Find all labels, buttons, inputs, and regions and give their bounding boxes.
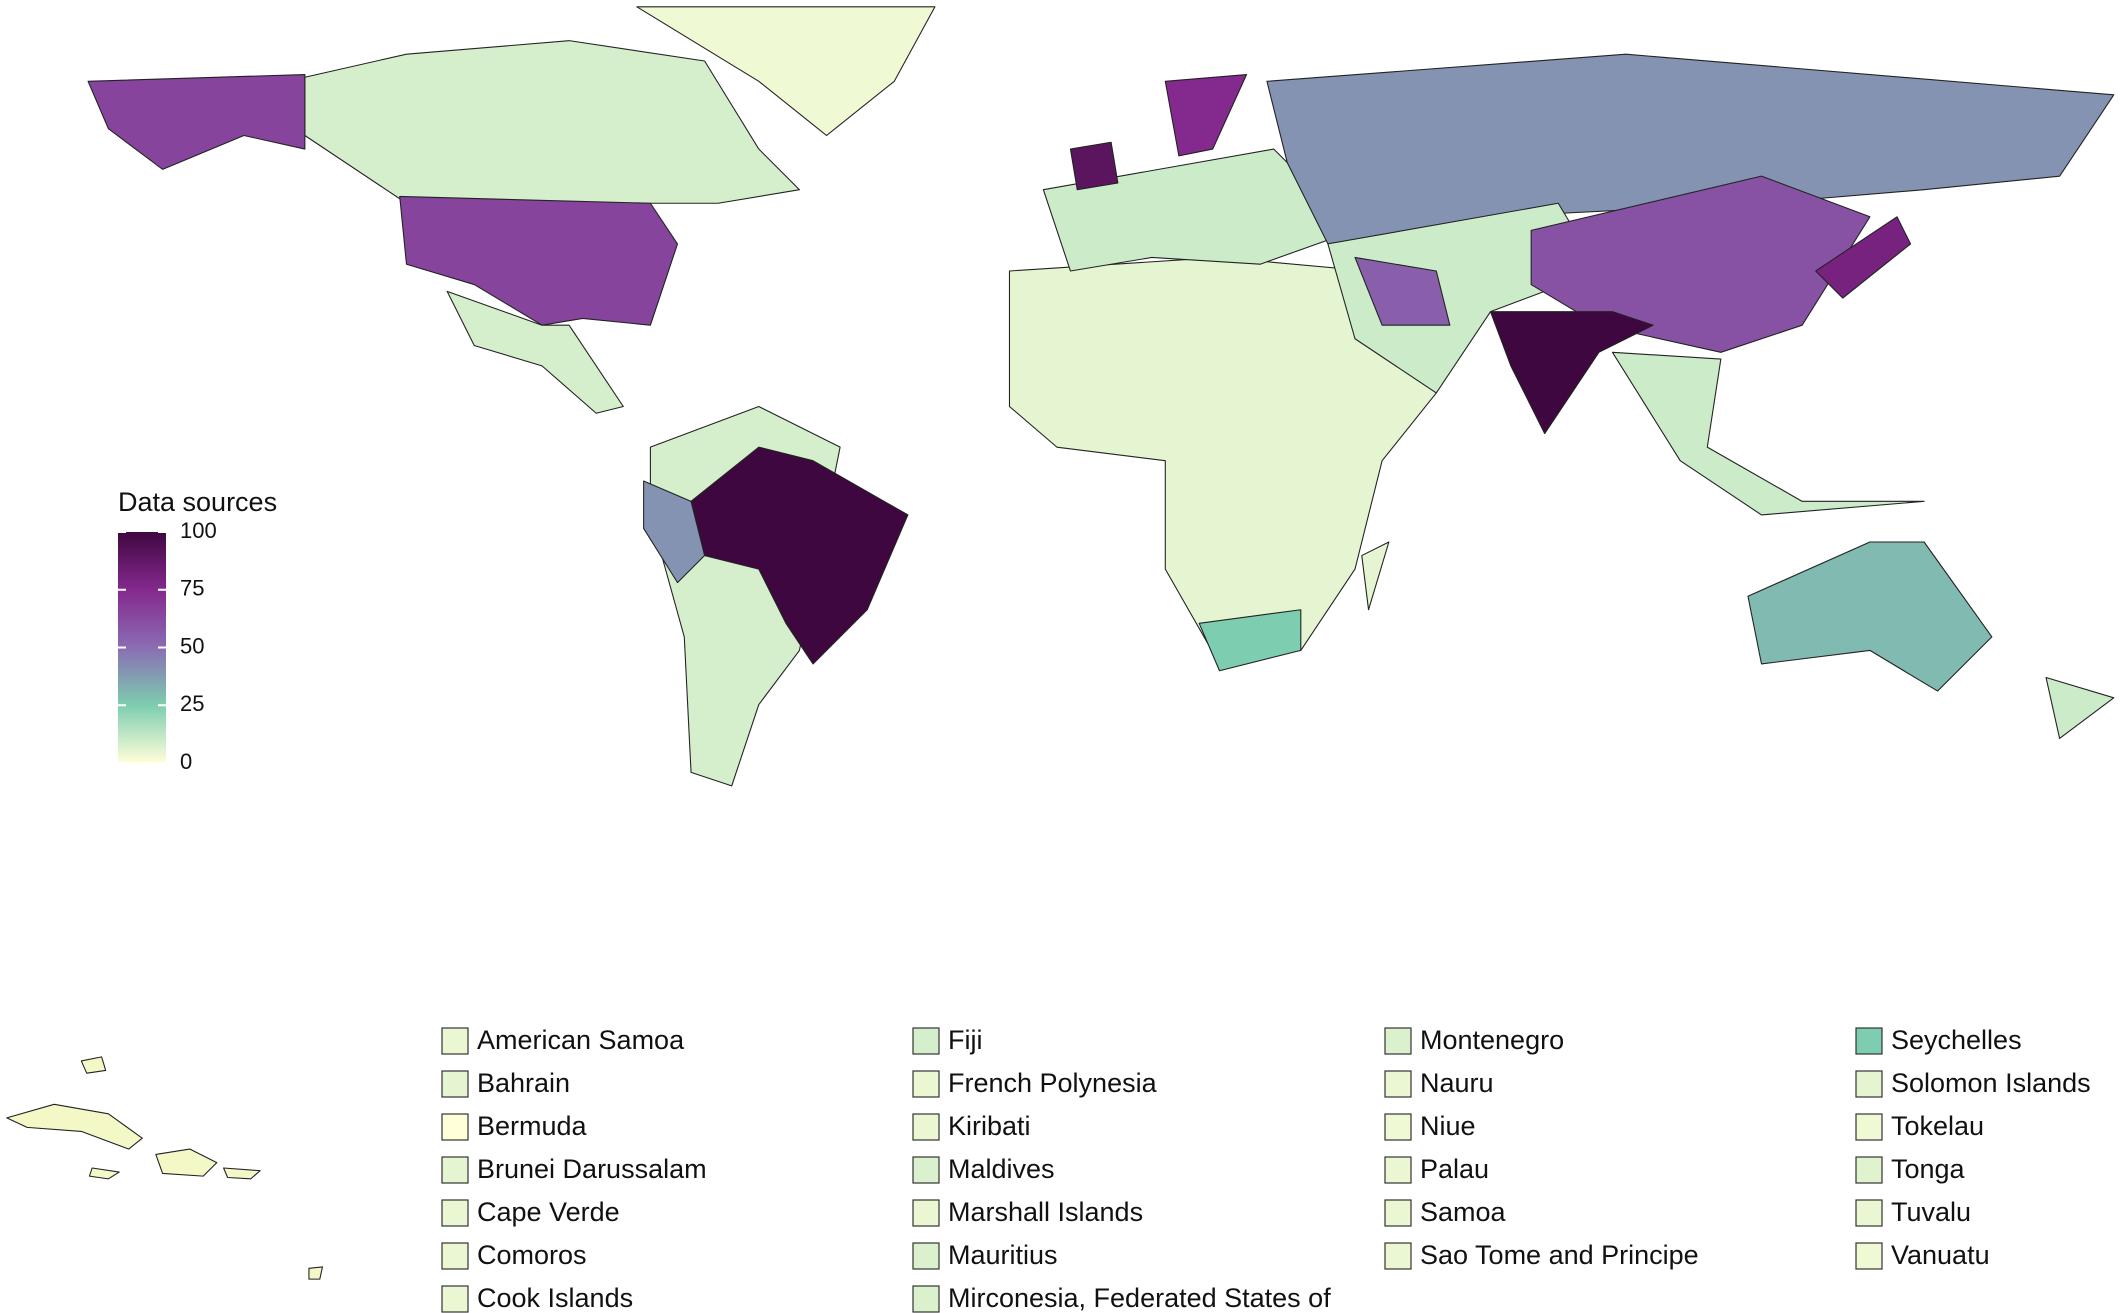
legend-swatch: [441, 1199, 469, 1227]
legend-swatch: [441, 1156, 469, 1184]
country: [1069, 141, 1119, 191]
legend-label: Brunei Darussalam: [477, 1154, 707, 1184]
country: [1815, 216, 1912, 299]
country: [1042, 148, 1356, 272]
legend-swatch: [912, 1156, 940, 1184]
legend-label: Samoa: [1420, 1197, 1507, 1227]
country: [304, 40, 800, 204]
legend-swatch: [1855, 1199, 1883, 1227]
legend-swatch: [441, 1027, 469, 1055]
legend-swatch: [441, 1070, 469, 1098]
country: [1530, 175, 1871, 353]
legend-label: Bahrain: [477, 1068, 570, 1098]
country: [87, 73, 306, 170]
legend-swatch: [912, 1285, 940, 1313]
legend-label: Fiji: [948, 1025, 983, 1055]
legend-label: American Samoa: [477, 1025, 685, 1055]
legend-label: Mirconesia, Federated States of: [948, 1283, 1331, 1313]
legend-swatch: [1384, 1156, 1412, 1184]
legend-label: Niue: [1420, 1111, 1476, 1141]
legend-swatch: [1384, 1242, 1412, 1270]
legend-swatch: [1855, 1070, 1883, 1098]
country: [1489, 311, 1654, 435]
legend-swatch: [1384, 1027, 1412, 1055]
legend-swatch: [441, 1242, 469, 1270]
legend-label: Tokelau: [1891, 1111, 1984, 1141]
legend-swatch: [1855, 1156, 1883, 1184]
legend-swatch: [912, 1070, 940, 1098]
legend-label: Vanuatu: [1891, 1240, 1990, 1270]
legend-swatch: [1855, 1113, 1883, 1141]
caribbean-inset: [6, 1056, 324, 1280]
legend-label: Cape Verde: [477, 1197, 620, 1227]
legend-label: Bermuda: [477, 1111, 588, 1141]
colorbar-tick-label: 0: [180, 749, 192, 774]
country: [1747, 541, 1993, 692]
legend-label: Sao Tome and Principe: [1420, 1240, 1699, 1270]
country: [1611, 351, 1925, 516]
country: [1361, 541, 1390, 611]
legend-label: Comoros: [477, 1240, 587, 1270]
legend-swatch: [912, 1113, 940, 1141]
legend-swatch: [1384, 1113, 1412, 1141]
legend-label: Montenegro: [1420, 1025, 1564, 1055]
legend-swatch: [441, 1113, 469, 1141]
legend-label: French Polynesia: [948, 1068, 1158, 1098]
legend-label: Mauritius: [948, 1240, 1058, 1270]
legend-label: Marshall Islands: [948, 1197, 1143, 1227]
legend-swatch: [912, 1242, 940, 1270]
legend-swatch: [1855, 1242, 1883, 1270]
legend-title: Data sources: [118, 487, 277, 517]
country: [1164, 73, 1248, 157]
legend-label: Maldives: [948, 1154, 1055, 1184]
country: [2045, 676, 2115, 740]
colorbar-tick-label: 100: [180, 518, 217, 543]
legend-swatch: [912, 1027, 940, 1055]
country: [636, 6, 936, 137]
legend-label: Tuvalu: [1891, 1197, 1971, 1227]
country: [1354, 256, 1451, 326]
colorbar-tick-label: 75: [180, 576, 204, 601]
country: [446, 290, 624, 414]
legend-swatch: [912, 1199, 940, 1227]
legend-label: Tonga: [1891, 1154, 1966, 1184]
legend-label: Seychelles: [1891, 1025, 2022, 1055]
country: [643, 480, 706, 584]
colorbar-tick-label: 25: [180, 691, 204, 716]
country: [1266, 53, 2115, 245]
legend-label: Solomon Islands: [1891, 1068, 2091, 1098]
legend-swatch: [1855, 1027, 1883, 1055]
legend-swatch: [441, 1285, 469, 1313]
legend-label: Nauru: [1420, 1068, 1494, 1098]
legend-label: Kiribati: [948, 1111, 1031, 1141]
colorbar-tick-label: 50: [180, 633, 204, 658]
legend-label: Palau: [1420, 1154, 1489, 1184]
country: [1198, 609, 1302, 672]
country: [399, 195, 679, 326]
legend-swatch: [1384, 1199, 1412, 1227]
world-map: [87, 6, 2115, 787]
legend-swatch: [1384, 1070, 1412, 1098]
legend-label: Cook Islands: [477, 1283, 633, 1313]
country: [690, 446, 909, 665]
